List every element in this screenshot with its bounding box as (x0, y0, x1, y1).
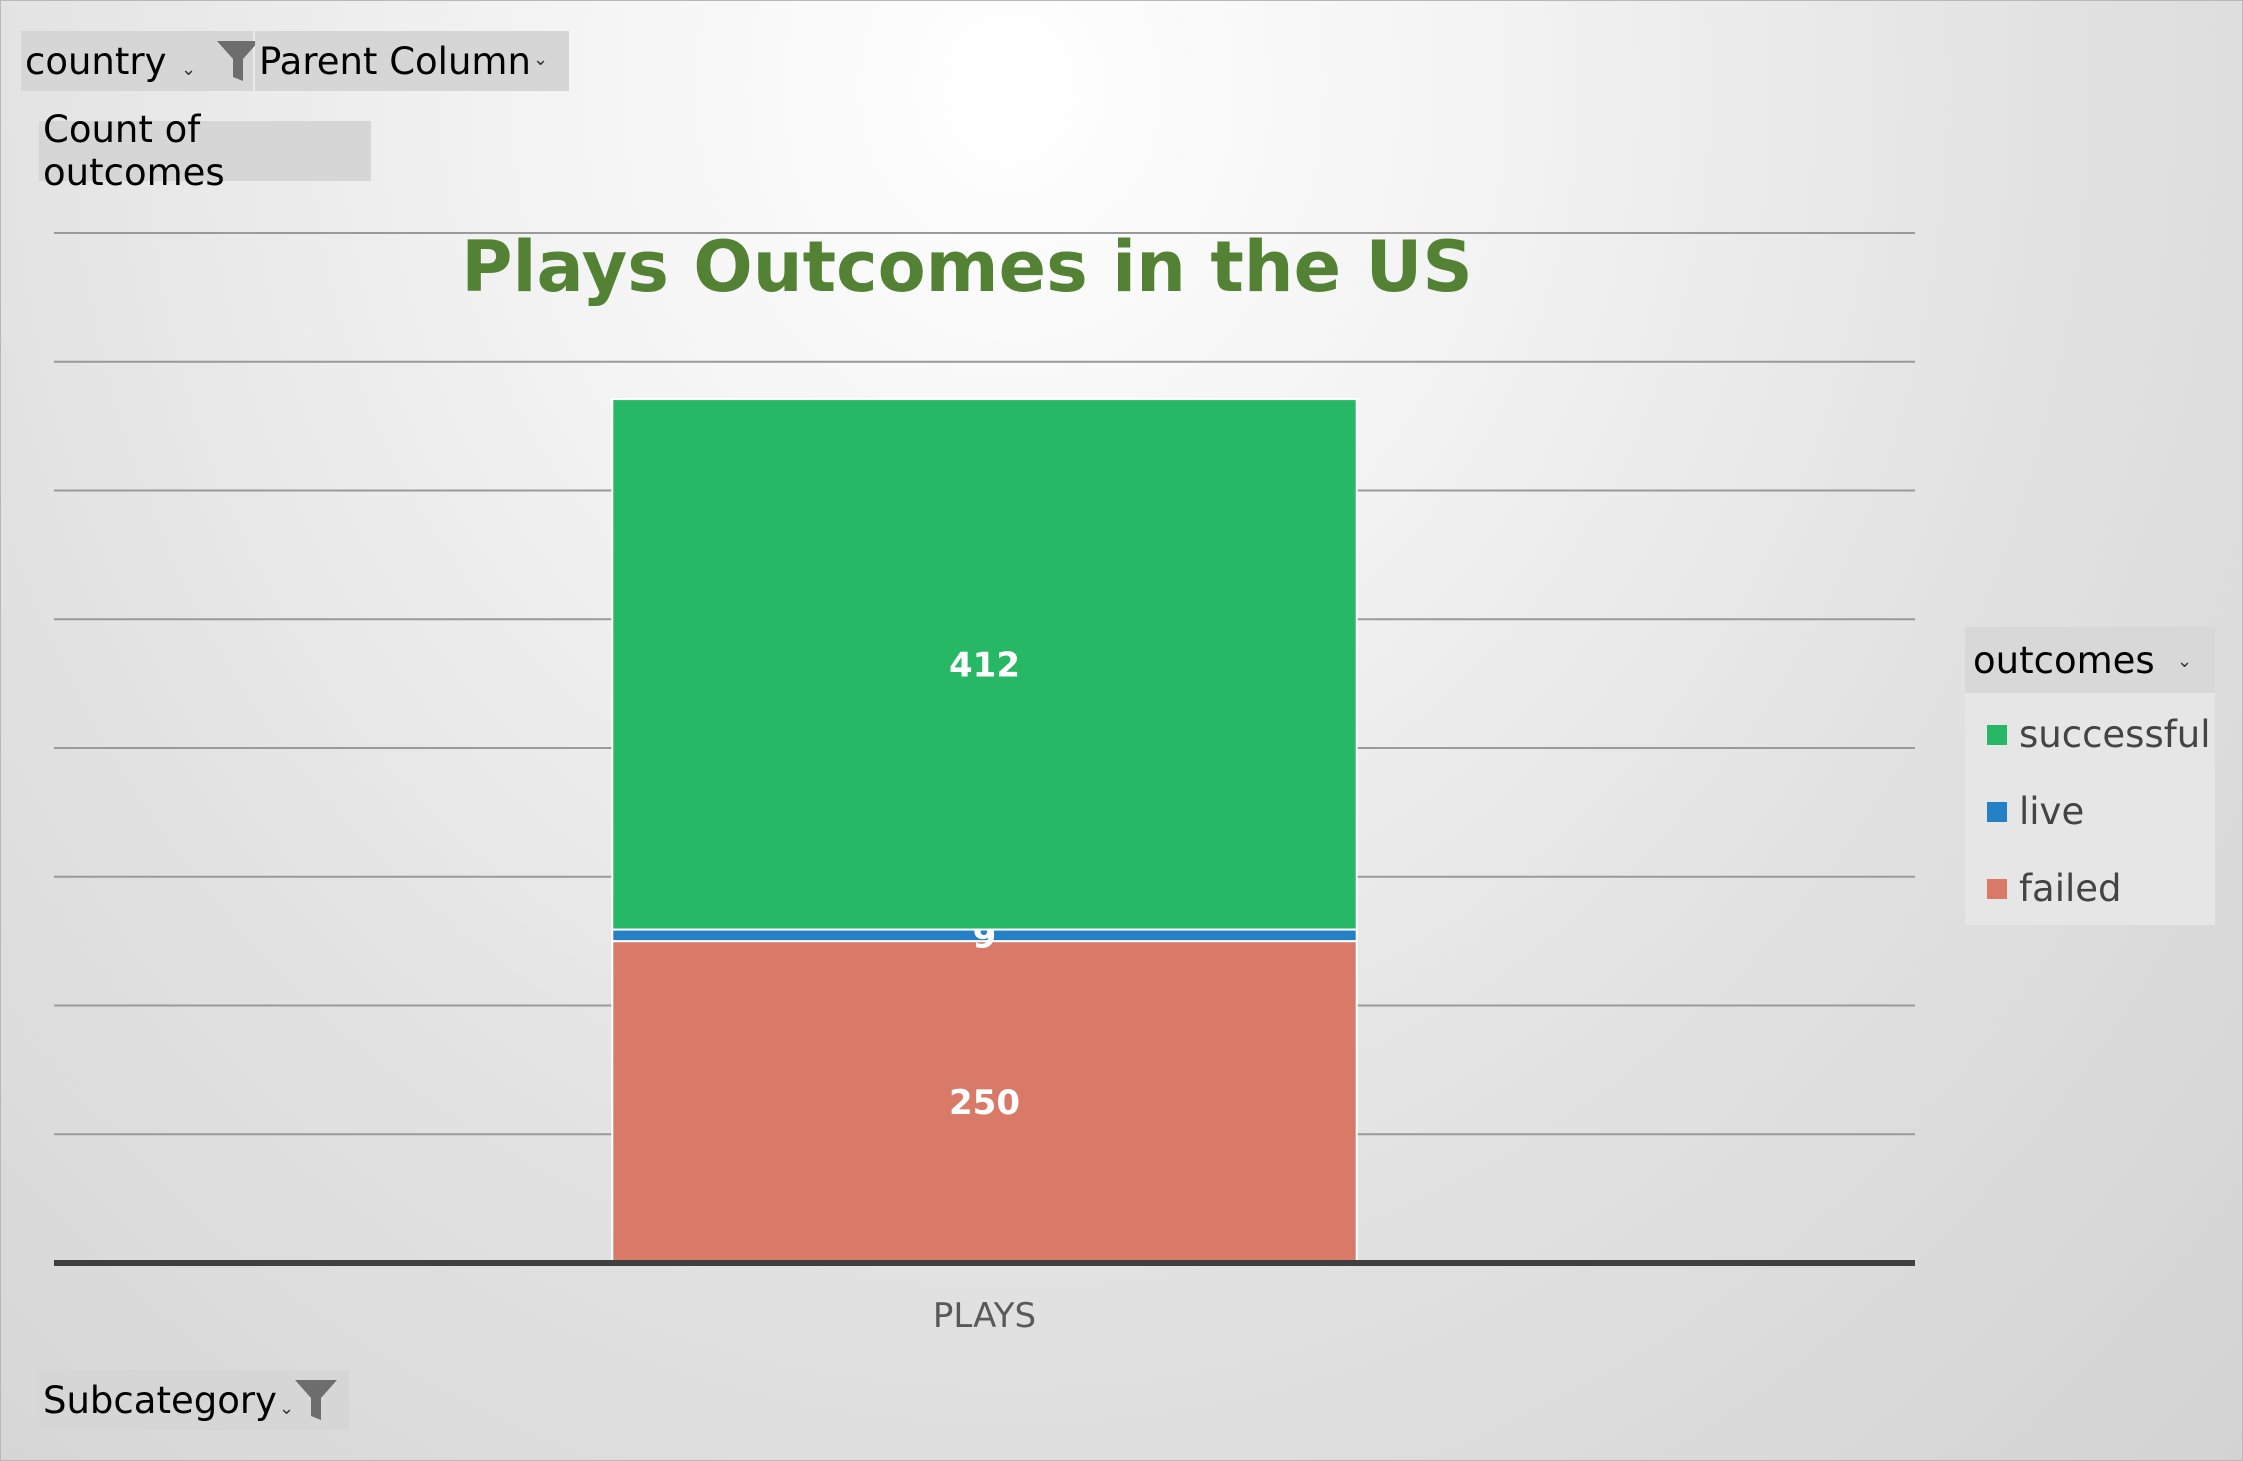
legend: outcomes ⌄ successful live failed (1965, 627, 2215, 925)
parent-column-field-button[interactable]: Parent Column ⌄ (255, 31, 569, 91)
legend-item-successful: successful (1987, 713, 2211, 756)
legend-item-live: live (1987, 790, 2084, 833)
country-filter-label: country (25, 39, 167, 83)
legend-title: outcomes (1973, 638, 2155, 682)
legend-item-failed: failed (1987, 867, 2122, 910)
subcategory-filter-button[interactable]: Subcategory ⌄ (39, 1370, 349, 1430)
legend-label: live (2019, 790, 2085, 833)
legend-label: successful (2019, 713, 2211, 756)
legend-field-button[interactable]: outcomes ⌄ (1965, 627, 2215, 693)
data-label-failed: 250 (949, 1083, 1020, 1123)
chevron-down-icon[interactable]: ⌄ (279, 1398, 295, 1419)
bar-segment-successful[interactable] (611, 398, 1358, 931)
bar-segment-failed[interactable] (611, 940, 1358, 1264)
x-tick-label: PLAYS (933, 1296, 1036, 1336)
parent-column-label: Parent Column (259, 39, 531, 83)
filter-funnel-icon[interactable] (293, 1378, 339, 1422)
filter-funnel-icon[interactable] (215, 39, 261, 83)
values-field-label: Count of outcomes (43, 108, 225, 194)
chevron-down-icon[interactable]: ⌄ (533, 49, 549, 70)
subcategory-filter-label: Subcategory (43, 1378, 277, 1422)
x-tick-labels: PLAYS (933, 1296, 1036, 1336)
legend-swatch (1987, 724, 2007, 745)
values-field-button[interactable]: Count of outcomes (39, 108, 371, 194)
country-filter-button[interactable]: country ⌄ (21, 31, 259, 91)
chevron-down-icon[interactable]: ⌄ (2177, 651, 2193, 672)
legend-swatch (1987, 801, 2007, 822)
legend-label: failed (2019, 867, 2122, 910)
chevron-down-icon[interactable]: ⌄ (181, 59, 197, 80)
chart-title: Plays Outcomes in the US (461, 226, 1472, 308)
legend-swatch (1987, 878, 2007, 899)
data-label-successful: 412 (949, 645, 1020, 685)
